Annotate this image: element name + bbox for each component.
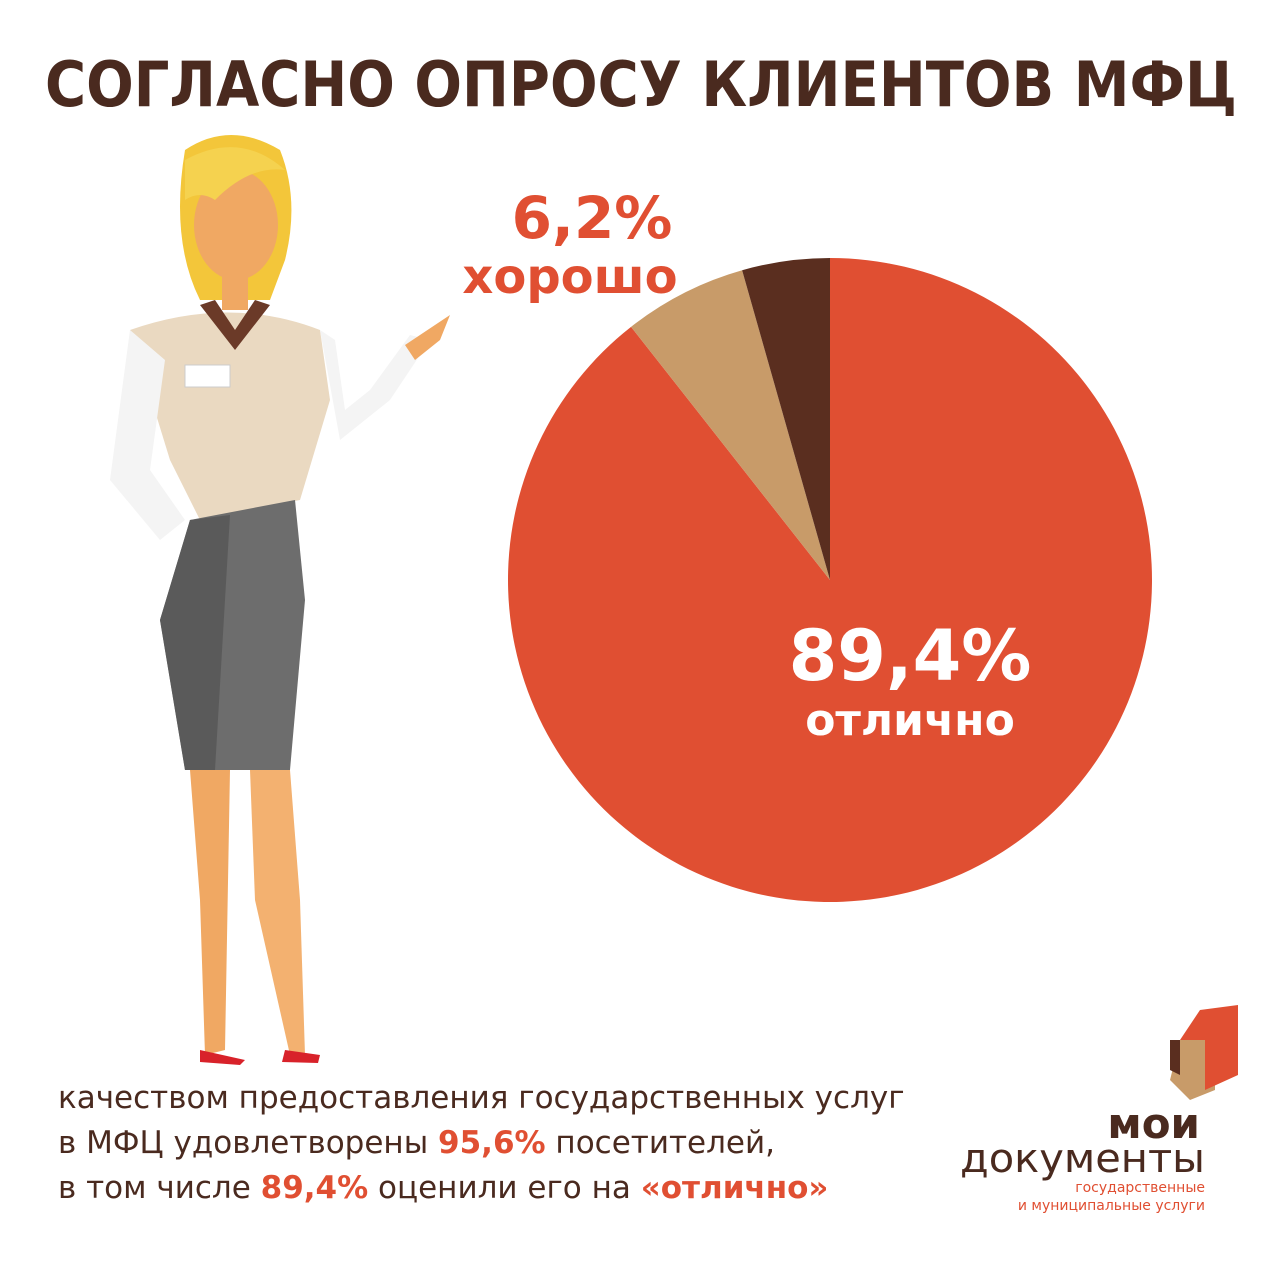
- footer-text: в том числе: [58, 1170, 261, 1206]
- footer-line: в том числе 89,4% оценили его на «отличн…: [58, 1170, 828, 1206]
- chart-title: СОГЛАСНО ОПРОСУ КЛИЕНТОВ МФЦ: [45, 48, 1237, 121]
- footer-text: качеством предоставления государственных…: [58, 1080, 905, 1116]
- footer-text: посетителей,: [546, 1125, 775, 1161]
- slice-value-label: 89,4%: [789, 615, 1032, 697]
- pie-slice: [742, 258, 830, 580]
- footer-line: качеством предоставления государственных…: [58, 1080, 905, 1116]
- footer-text: оценили его на: [368, 1170, 641, 1206]
- footer-line: в МФЦ удовлетворены 95,6% посетителей,: [58, 1125, 775, 1161]
- highlight-text: 95,6%: [438, 1125, 546, 1161]
- logo-title: мои: [1107, 1099, 1200, 1148]
- logo-icon: [1170, 1005, 1238, 1100]
- pie-chart: 89,4%отлично 6,2%хорошо: [462, 184, 1152, 902]
- pie-slice: [631, 270, 830, 580]
- highlight-text: «отлично»: [641, 1170, 829, 1206]
- footer-text: качеством предоставления государственных…: [58, 1080, 905, 1206]
- logo-subtitle: документы: [960, 1136, 1205, 1182]
- slice-category-label: отлично: [805, 695, 1015, 746]
- highlight-text: 89,4%: [261, 1170, 369, 1206]
- footer-text: в МФЦ удовлетворены: [58, 1125, 438, 1161]
- illustration: [110, 135, 450, 1065]
- slice-value-label: 6,2%: [512, 184, 673, 252]
- logo-caption: и муниципальные услуги: [1018, 1198, 1205, 1214]
- logo-caption: государственные: [1075, 1180, 1205, 1196]
- pie-slice: [507, 258, 1152, 902]
- slice-category-label: хорошо: [462, 249, 677, 305]
